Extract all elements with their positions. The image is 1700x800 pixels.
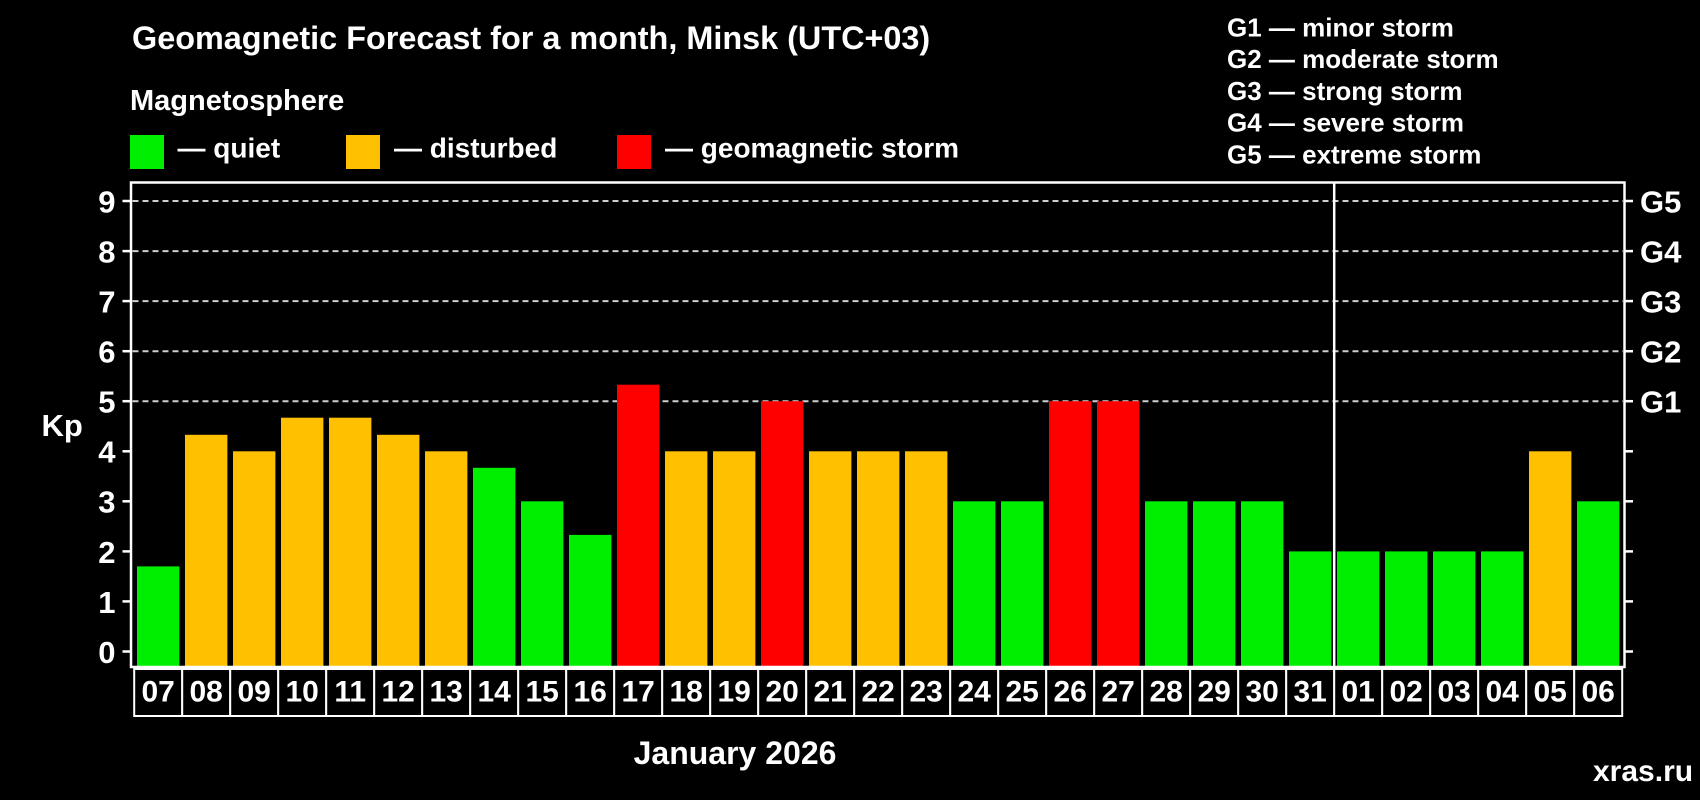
svg-text:25: 25 — [1006, 676, 1039, 709]
svg-text:12: 12 — [382, 676, 415, 709]
svg-text:16: 16 — [574, 676, 607, 709]
svg-text:07: 07 — [142, 676, 175, 709]
svg-text:9: 9 — [98, 184, 115, 219]
svg-text:— disturbed: — disturbed — [394, 133, 557, 164]
svg-text:Kp: Kp — [42, 408, 83, 443]
svg-text:30: 30 — [1246, 676, 1279, 709]
svg-text:28: 28 — [1150, 676, 1183, 709]
svg-text:8: 8 — [98, 235, 115, 270]
svg-text:20: 20 — [766, 676, 799, 709]
svg-text:13: 13 — [430, 676, 463, 709]
svg-text:7: 7 — [98, 285, 115, 320]
svg-text:2: 2 — [98, 535, 115, 570]
svg-text:3: 3 — [98, 485, 115, 520]
svg-text:14: 14 — [478, 676, 512, 709]
svg-text:— quiet: — quiet — [178, 133, 281, 164]
svg-text:22: 22 — [862, 676, 895, 709]
svg-text:5: 5 — [98, 385, 115, 420]
svg-text:Magnetosphere: Magnetosphere — [130, 85, 344, 117]
svg-text:01: 01 — [1342, 676, 1375, 709]
svg-text:G1: G1 — [1640, 385, 1681, 420]
svg-text:23: 23 — [910, 676, 943, 709]
svg-text:04: 04 — [1486, 676, 1520, 709]
svg-text:G5: G5 — [1640, 184, 1681, 219]
svg-text:G2: G2 — [1640, 335, 1681, 370]
svg-text:1: 1 — [98, 585, 115, 620]
svg-text:06: 06 — [1582, 676, 1615, 709]
svg-text:27: 27 — [1102, 676, 1135, 709]
svg-text:18: 18 — [670, 676, 703, 709]
svg-text:6: 6 — [98, 335, 115, 370]
svg-text:03: 03 — [1438, 676, 1471, 709]
svg-text:G4: G4 — [1640, 235, 1682, 270]
svg-text:29: 29 — [1198, 676, 1231, 709]
svg-text:4: 4 — [98, 435, 116, 470]
svg-text:G2 — moderate storm: G2 — moderate storm — [1227, 44, 1499, 74]
svg-text:10: 10 — [286, 676, 319, 709]
svg-text:24: 24 — [958, 676, 992, 709]
svg-text:11: 11 — [334, 676, 366, 709]
svg-text:xras.ru: xras.ru — [1593, 755, 1693, 788]
svg-text:G3 — strong storm: G3 — strong storm — [1227, 76, 1462, 106]
svg-text:09: 09 — [238, 676, 271, 709]
svg-text:08: 08 — [190, 676, 223, 709]
svg-text:19: 19 — [718, 676, 751, 709]
svg-text:0: 0 — [98, 635, 115, 670]
svg-text:G4 — severe storm: G4 — severe storm — [1227, 108, 1464, 138]
svg-text:G5 — extreme storm: G5 — extreme storm — [1227, 139, 1481, 169]
svg-text:17: 17 — [622, 676, 655, 709]
svg-text:January 2026: January 2026 — [634, 735, 837, 771]
svg-text:05: 05 — [1534, 676, 1567, 709]
svg-text:15: 15 — [526, 676, 559, 709]
svg-text:21: 21 — [814, 676, 847, 709]
svg-text:02: 02 — [1390, 676, 1423, 709]
svg-text:G1 — minor storm: G1 — minor storm — [1227, 13, 1454, 43]
svg-text:31: 31 — [1294, 676, 1327, 709]
svg-text:G3: G3 — [1640, 285, 1681, 320]
svg-text:26: 26 — [1054, 676, 1087, 709]
svg-text:— geomagnetic storm: — geomagnetic storm — [665, 133, 959, 164]
svg-text:Geomagnetic Forecast for a mon: Geomagnetic Forecast for a month, Minsk … — [132, 20, 930, 56]
